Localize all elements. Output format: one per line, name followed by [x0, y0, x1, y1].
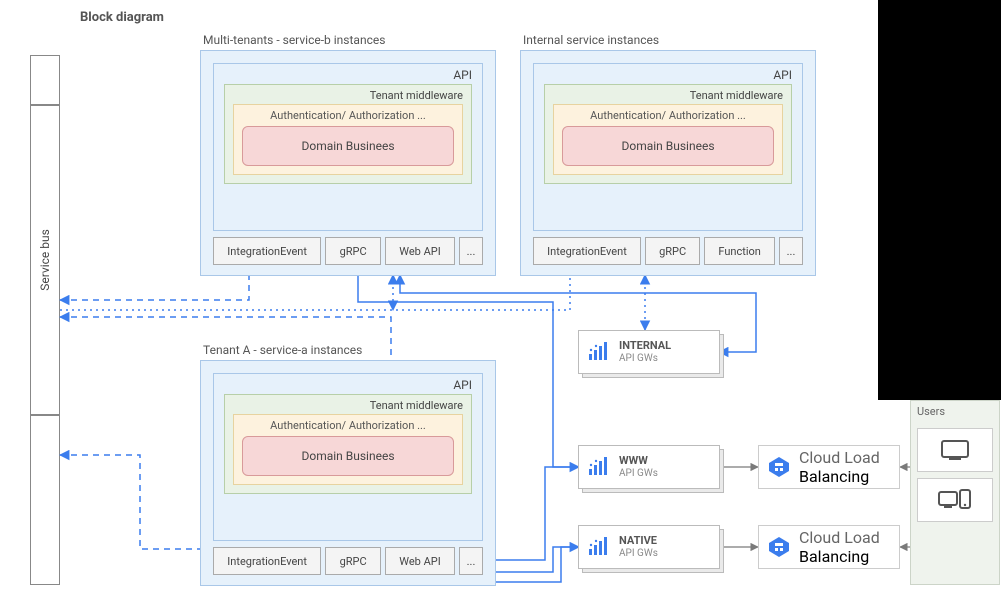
cloud-load-balancing-native: Cloud LoadBalancing [758, 525, 900, 569]
api-label: API [214, 64, 482, 82]
domain-business: Domain Businees [242, 126, 454, 166]
lb-sub: Balancing [799, 547, 880, 566]
auth-label: Authentication/ Authorization ... [242, 109, 454, 126]
domain-business: Domain Businees [562, 126, 774, 166]
gw-sub: API GWs [619, 468, 658, 479]
gw-title: NATIVE [619, 535, 658, 547]
endpoint: Web API [385, 547, 455, 575]
endpoint: IntegrationEvent [213, 547, 321, 575]
mw-label: Tenant middleware [553, 89, 783, 104]
users-title: Users [911, 401, 999, 422]
endpoint: Web API [385, 237, 455, 265]
endpoint: ... [779, 237, 803, 265]
gw-sub: API GWs [619, 353, 671, 364]
mw-label: Tenant middleware [233, 399, 463, 414]
user-devices-icon [917, 478, 993, 522]
endpoint: gRPC [325, 237, 381, 265]
domain-business: Domain Businees [242, 436, 454, 476]
service-panel-a: Tenant A - service-a instancesAPITenant … [200, 360, 496, 586]
auth-box: Authentication/ Authorization ...Domain … [553, 104, 783, 175]
lb-title: Cloud Load [799, 528, 880, 547]
endpoint: gRPC [325, 547, 381, 575]
endpoint: IntegrationEvent [533, 237, 641, 265]
mw-label: Tenant middleware [233, 89, 463, 104]
gw-title: WWW [619, 455, 658, 467]
api-box: APITenant middlewareAuthentication/ Auth… [213, 63, 483, 231]
api-label: API [534, 64, 802, 82]
endpoint: ... [459, 547, 483, 575]
service-bus-label: Service bus [38, 229, 52, 291]
api-gateway-internal: INTERNALAPI GWs [578, 330, 720, 374]
api-gateway-www: WWWAPI GWs [578, 445, 720, 489]
api-label: API [214, 374, 482, 392]
service-panel-b: Multi-tenants - service-b instancesAPITe… [200, 50, 496, 276]
endpoints-row: IntegrationEventgRPCWeb API... [213, 237, 483, 265]
service-bus: Service bus [30, 55, 60, 585]
gw-sub: API GWs [619, 548, 658, 559]
endpoint: ... [459, 237, 483, 265]
panel-title: Internal service instances [523, 33, 659, 47]
endpoint: gRPC [645, 237, 700, 265]
auth-label: Authentication/ Authorization ... [242, 419, 454, 436]
endpoints-row: IntegrationEventgRPCFunction... [533, 237, 803, 265]
gw-title: INTERNAL [619, 340, 671, 352]
panel-title: Multi-tenants - service-b instances [203, 33, 385, 47]
api-gateway-native: NATIVEAPI GWs [578, 525, 720, 569]
auth-box: Authentication/ Authorization ...Domain … [233, 414, 463, 485]
auth-box: Authentication/ Authorization ...Domain … [233, 104, 463, 175]
diagram-title: Block diagram [80, 10, 164, 25]
cloud-load-balancing-www: Cloud LoadBalancing [758, 445, 900, 489]
tenant-middleware: Tenant middlewareAuthentication/ Authori… [544, 84, 792, 184]
api-box: APITenant middlewareAuthentication/ Auth… [533, 63, 803, 231]
edges [0, 0, 1001, 612]
lb-title: Cloud Load [799, 448, 880, 467]
api-box: APITenant middlewareAuthentication/ Auth… [213, 373, 483, 541]
header-black-bar [878, 0, 1001, 400]
service-panel-internal: Internal service instancesAPITenant midd… [520, 50, 816, 276]
auth-label: Authentication/ Authorization ... [562, 109, 774, 126]
user-browser-icon [917, 428, 993, 472]
endpoint: IntegrationEvent [213, 237, 321, 265]
endpoint: Function [704, 237, 775, 265]
tenant-middleware: Tenant middlewareAuthentication/ Authori… [224, 84, 472, 184]
panel-title: Tenant A - service-a instances [203, 343, 362, 357]
tenant-middleware: Tenant middlewareAuthentication/ Authori… [224, 394, 472, 494]
users-panel: Users [910, 400, 1000, 585]
lb-sub: Balancing [799, 467, 880, 486]
endpoints-row: IntegrationEventgRPCWeb API... [213, 547, 483, 575]
